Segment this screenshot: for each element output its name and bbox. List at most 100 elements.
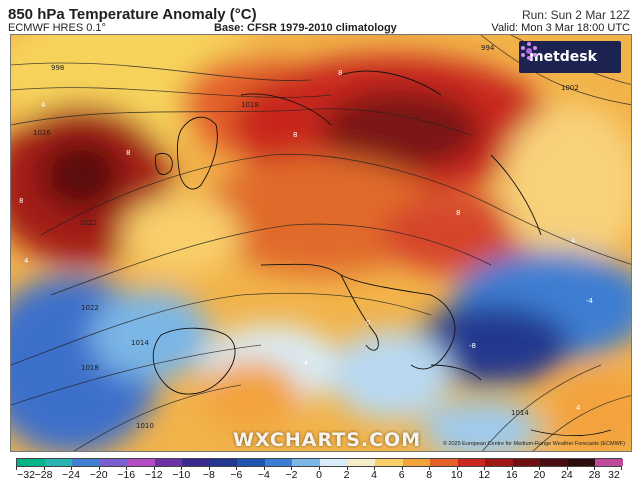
- legend-segment: [540, 459, 569, 466]
- legend-colorbar: [16, 458, 624, 467]
- anomaly-field: [11, 35, 631, 451]
- legend-tick-label: −12: [144, 469, 163, 481]
- legend-tick-label: 10: [450, 469, 463, 481]
- legend-segment: [209, 459, 238, 466]
- legend-tick: [236, 467, 238, 470]
- legend-tick-label: 24: [561, 469, 573, 481]
- legend-segment: [182, 459, 211, 466]
- legend-tick: [511, 467, 513, 470]
- isobar-label: 1002: [561, 84, 579, 92]
- legend-tick-label: −32: [17, 469, 35, 481]
- legend-segment: [99, 459, 128, 466]
- wxcharts-watermark: WXCHARTS.COM: [233, 429, 422, 451]
- legend-segment: [485, 459, 514, 466]
- legend-segment: [72, 459, 101, 466]
- legend-segment: [512, 459, 541, 466]
- legend-tick-label: −20: [89, 469, 108, 481]
- color-legend: −32 −28 −24 −20 −16 −12 −10 −8 −6 −4 −2 0 2 4 6 8 10 12 16…: [16, 455, 624, 489]
- map-canvas: 1018 1022 1026 1022 1014 1018 1010 1002 …: [11, 35, 631, 451]
- header: 850 hPa Temperature Anomaly (°C) ECMWF H…: [0, 0, 640, 34]
- legend-tick-label: 8: [426, 469, 433, 481]
- isobar-label: 1018: [81, 364, 99, 372]
- legend-segment: [457, 459, 486, 466]
- coastlines: [152, 70, 612, 437]
- anomaly-label: 0: [366, 319, 370, 327]
- legend-tick: [126, 467, 128, 470]
- anomaly-label-layer: 8 8 8 8 8 4 4 4 4 0 -4 -4 -8: [19, 69, 594, 412]
- legend-segment: [127, 459, 156, 466]
- legend-tick: [566, 467, 568, 470]
- legend-tick: [346, 467, 348, 470]
- legend-segment: [595, 459, 624, 466]
- anomaly-label: 8: [293, 131, 297, 139]
- legend-tick-label: −2: [285, 469, 298, 481]
- legend-segment: [44, 459, 73, 466]
- legend-tick-label: −6: [230, 469, 243, 481]
- legend-tick-label: −8: [202, 469, 215, 481]
- legend-tick: [208, 467, 210, 470]
- isobar-label: 998: [51, 64, 64, 72]
- anomaly-label: 4: [571, 237, 576, 245]
- run-time: Run: Sun 2 Mar 12Z: [521, 8, 630, 22]
- legend-tick: [621, 467, 622, 470]
- legend-tick-label: 4: [371, 469, 377, 481]
- legend-segment: [17, 459, 46, 466]
- legend-tick-label: 6: [398, 469, 405, 481]
- isobar-label: 1022: [79, 219, 97, 227]
- anomaly-label: -8: [469, 342, 476, 350]
- isobar-label-layer: 1018 1022 1026 1022 1014 1018 1010 1002 …: [33, 44, 579, 430]
- legend-tick-label: 0: [316, 469, 322, 481]
- legend-tick: [153, 467, 155, 470]
- climatology-base: Base: CFSR 1979-2010 climatology: [214, 22, 397, 34]
- isobar-label: 1014: [511, 409, 529, 417]
- legend-tick-label: 12: [478, 469, 491, 481]
- isobar-label: 1010: [136, 422, 154, 430]
- isobars: [11, 35, 631, 451]
- legend-tick: [181, 467, 183, 470]
- legend-tick-label: 2: [343, 469, 350, 481]
- legend-tick-label: −16: [117, 469, 136, 481]
- legend-tick: [456, 467, 458, 470]
- legend-segment: [430, 459, 459, 466]
- valid-time: Valid: Mon 3 Mar 18:00 UTC: [491, 22, 630, 34]
- isobar-label: 1026: [33, 129, 51, 137]
- isobar-label: 1014: [131, 339, 149, 347]
- legend-tick: [594, 467, 596, 470]
- metdesk-wordmark: metdesk: [529, 49, 597, 65]
- legend-tick: [71, 467, 73, 470]
- legend-tick-label: 20: [533, 469, 546, 481]
- legend-segment: [402, 459, 431, 466]
- legend-tick: [374, 467, 376, 470]
- legend-tick-label: −10: [172, 469, 191, 481]
- copyright-text: © 2025 European Centre for Medium-Range …: [442, 441, 625, 447]
- anomaly-label: 8: [338, 69, 342, 77]
- isobar-label: 994: [481, 44, 495, 52]
- legend-segment: [292, 459, 321, 466]
- legend-tick: [539, 467, 541, 470]
- legend-segment: [567, 459, 596, 466]
- anomaly-label: 4: [24, 257, 29, 265]
- isobar-label: 1018: [241, 101, 259, 109]
- anomaly-label: 4: [41, 101, 46, 109]
- legend-tick-label: 28: [588, 469, 601, 481]
- chart-title: 850 hPa Temperature Anomaly (°C): [8, 6, 257, 23]
- legend-tick: [401, 467, 403, 470]
- legend-tick-label: −28: [34, 469, 53, 481]
- anomaly-label: 4: [576, 404, 581, 412]
- anomaly-label: -4: [301, 359, 309, 367]
- legend-segment: [264, 459, 293, 466]
- legend-tick: [291, 467, 293, 470]
- legend-tick-label: −4: [257, 469, 270, 481]
- legend-tick-label: −24: [62, 469, 80, 481]
- isobar-label: 1022: [81, 304, 99, 312]
- anomaly-label: 8: [456, 209, 460, 217]
- legend-tick-label: 16: [505, 469, 518, 481]
- anomaly-label: 8: [19, 197, 23, 205]
- legend-tick: [429, 467, 431, 470]
- legend-segment: [347, 459, 376, 466]
- legend-segment: [154, 459, 183, 466]
- anomaly-map: 1018 1022 1026 1022 1014 1018 1010 1002 …: [10, 34, 632, 452]
- legend-tick: [43, 467, 45, 470]
- legend-segment: [237, 459, 266, 466]
- legend-tick: [98, 467, 100, 470]
